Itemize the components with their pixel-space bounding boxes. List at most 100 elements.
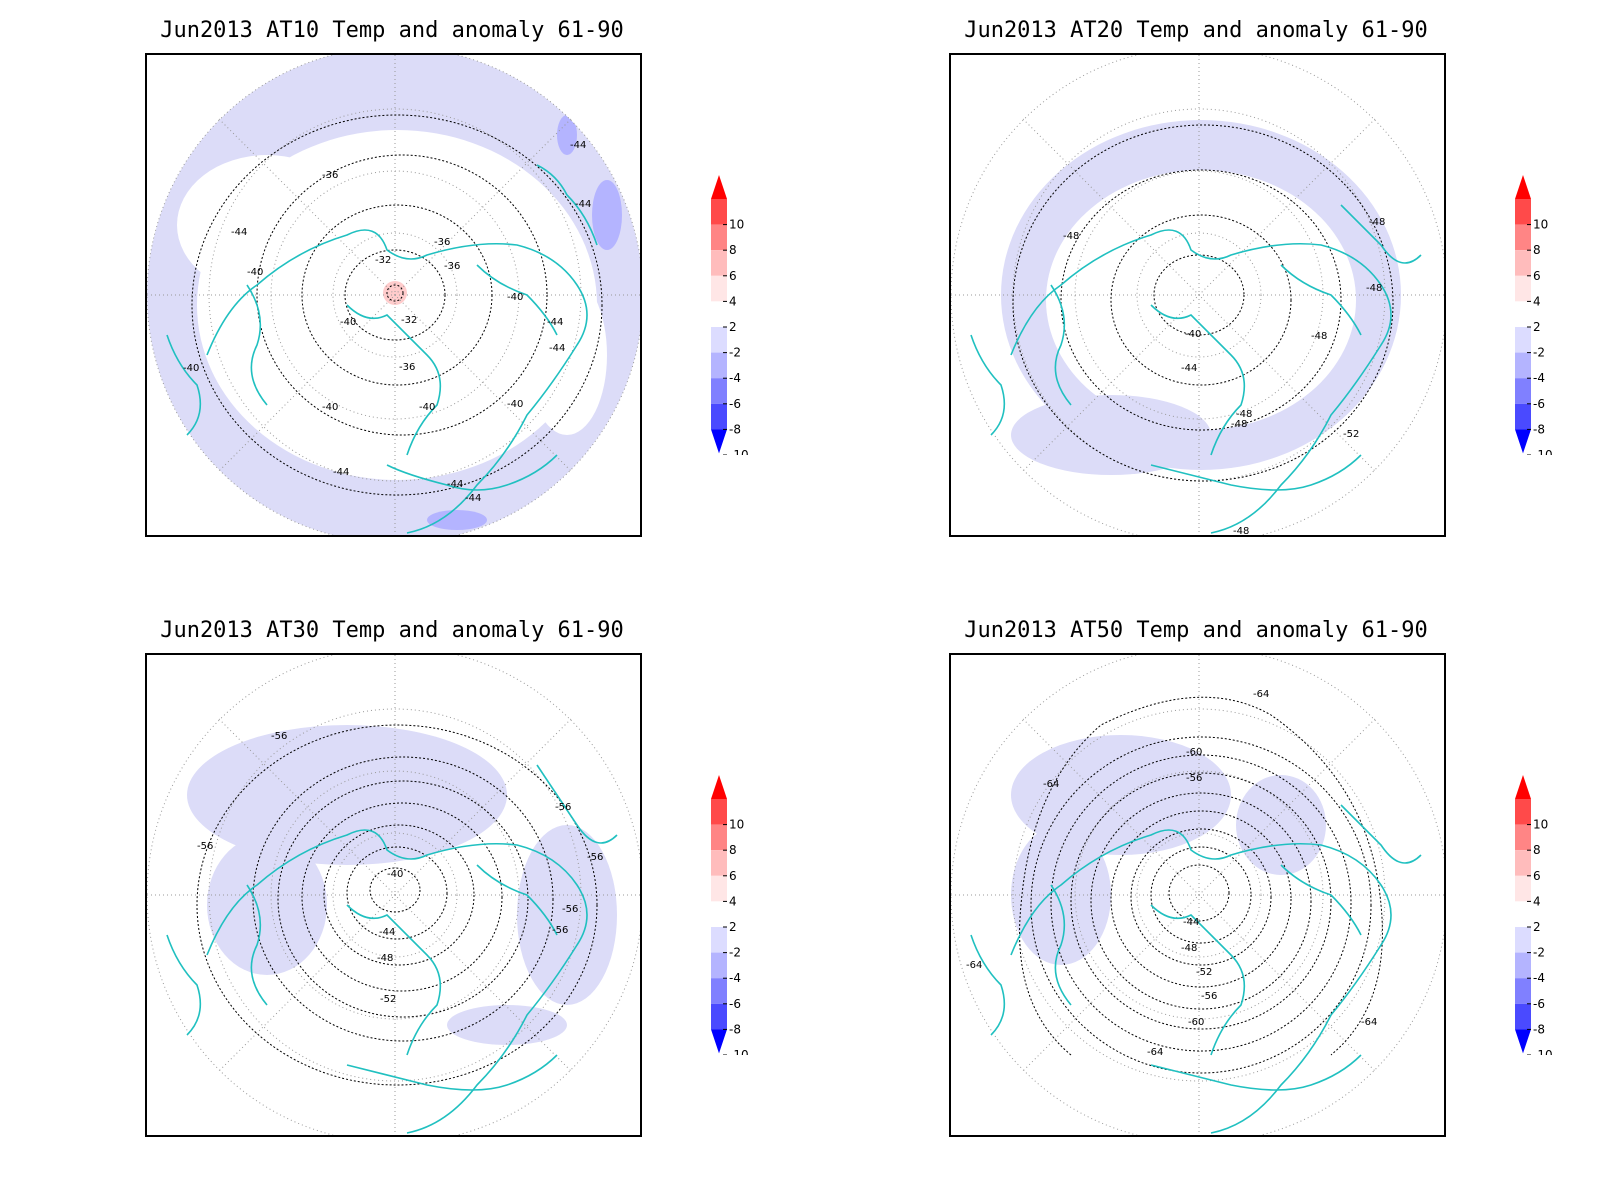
colorbar-label: 6 xyxy=(1533,269,1541,283)
colorbar-label: -10 xyxy=(729,1048,749,1055)
colorbar-label: 2 xyxy=(1533,920,1541,934)
contour-label: -40 xyxy=(340,317,356,328)
colorbar-segment xyxy=(711,199,727,225)
contour-label: -44 xyxy=(231,227,247,238)
anomaly-field xyxy=(207,835,327,975)
colorbar-label: 10 xyxy=(729,818,744,832)
contour-label: -56 xyxy=(197,841,213,852)
contour-label: -40 xyxy=(419,402,435,413)
colorbar-label: -2 xyxy=(1533,946,1545,960)
colorbar-label: -8 xyxy=(1533,1022,1545,1036)
anomaly-zero-area xyxy=(1046,170,1356,430)
colorbar-segment xyxy=(711,378,727,404)
colorbar-label: -2 xyxy=(729,946,741,960)
colorbar-segment xyxy=(711,978,727,1004)
colorbar-segment xyxy=(1515,927,1531,953)
contour-label: -40 xyxy=(1185,329,1201,340)
colorbar-label: -8 xyxy=(1533,422,1545,436)
contour-label: -64 xyxy=(1147,1047,1163,1058)
colorbar-segment xyxy=(1515,224,1531,251)
lat-lon-grid xyxy=(147,55,640,535)
colorbar-label: 4 xyxy=(729,294,737,308)
contour-label: -36 xyxy=(322,170,338,181)
map-svg: -44 -40 -36 -32 -32 -36 -36 -40 -40 -44 … xyxy=(147,55,640,535)
contour-label: -52 xyxy=(1343,429,1359,440)
colorbar-at50: 10 8 6 4 2 -2 -4 -6 -8 -10 xyxy=(1509,775,1569,1062)
contour-label: -48 xyxy=(377,953,393,964)
colorbar-segment xyxy=(711,275,727,302)
contour-label: -36 xyxy=(444,261,460,272)
colorbar-segment xyxy=(711,1003,727,1030)
temperature-contours xyxy=(1019,696,1383,1074)
contour-label: -52 xyxy=(380,994,396,1005)
anomaly-field xyxy=(1236,775,1326,875)
colorbar-segment xyxy=(711,799,727,825)
contour-label: -44 xyxy=(379,927,395,938)
coastlines xyxy=(166,164,598,534)
contour-label: -48 xyxy=(1181,943,1197,954)
anomaly-strong xyxy=(427,510,487,530)
contour-label: -56 xyxy=(1186,773,1202,784)
colorbar-label: 10 xyxy=(1533,218,1548,232)
colorbar-label: -8 xyxy=(729,1022,741,1036)
colorbar-label: 8 xyxy=(1533,843,1541,857)
coastlines xyxy=(166,764,618,1134)
contour-label: -56 xyxy=(562,904,578,915)
contour-label: -56 xyxy=(1201,991,1217,1002)
anomaly-field xyxy=(517,825,617,1005)
anomaly-field xyxy=(1011,395,1211,475)
colorbar-segment xyxy=(711,352,727,379)
colorbar-arrow-top xyxy=(1515,175,1531,199)
colorbar-segment xyxy=(711,850,727,876)
colorbar-label: -6 xyxy=(729,997,741,1011)
contour-label: -40 xyxy=(507,292,523,303)
contour-label: -56 xyxy=(552,925,568,936)
colorbar-label: -6 xyxy=(729,397,741,411)
colorbar-segment xyxy=(1515,824,1531,851)
colorbar-segment xyxy=(1515,250,1531,276)
colorbar-label: -6 xyxy=(1533,397,1545,411)
contour-label: -44 xyxy=(549,343,565,354)
colorbar-segment xyxy=(711,824,727,851)
contour-label: -48 xyxy=(1231,419,1247,430)
colorbar-label: -2 xyxy=(729,346,741,360)
contour-label: -40 xyxy=(247,267,263,278)
colorbar-segment xyxy=(1515,352,1531,379)
contour-label: -40 xyxy=(322,402,338,413)
colorbar-arrow-bottom xyxy=(1515,429,1531,454)
colorbar-segment xyxy=(711,875,727,902)
colorbar-label: 4 xyxy=(1533,894,1541,908)
colorbar-label: 6 xyxy=(1533,869,1541,883)
colorbar-label: -4 xyxy=(729,371,741,385)
colorbar-segment xyxy=(1515,901,1531,927)
contour-label: -64 xyxy=(1043,779,1059,790)
contour-label: -48 xyxy=(1236,409,1252,420)
colorbar-segment xyxy=(711,327,727,353)
panel-title: Jun2013 AT30 Temp and anomaly 61-90 xyxy=(160,618,624,643)
anomaly-field xyxy=(1011,825,1111,965)
colorbar-label: 6 xyxy=(729,869,737,883)
contour-label-group: -64 -64 -60 -56 -64 -44 -48 -52 -56 -60 … xyxy=(966,689,1377,1058)
contour-label: -36 xyxy=(434,237,450,248)
colorbar-label: -6 xyxy=(1533,997,1545,1011)
contour-label: -40 xyxy=(183,363,199,374)
contour-label: -44 xyxy=(333,467,349,478)
temperature-contours xyxy=(196,724,598,1086)
colorbar-label: -2 xyxy=(1533,346,1545,360)
colorbar-segment xyxy=(1515,403,1531,430)
anomaly-zero-area xyxy=(177,155,357,295)
contour-label: -40 xyxy=(507,399,523,410)
colorbar-at20: 10 8 6 4 2 -2 -4 -6 -8 -10 xyxy=(1509,175,1569,462)
contour-label-group: -48 -48 -48 -40 -44 -48 -48 -52 -48 -48 xyxy=(1063,217,1385,535)
colorbar-svg: 10 8 6 4 2 -2 -4 -6 -8 -10 xyxy=(711,775,749,1062)
contour-label: -32 xyxy=(375,255,391,266)
colorbar-segment xyxy=(711,224,727,251)
map-svg: -64 -64 -60 -56 -64 -44 -48 -52 -56 -60 … xyxy=(951,655,1444,1135)
panel-title: Jun2013 AT20 Temp and anomaly 61-90 xyxy=(964,18,1428,43)
colorbar-label: -8 xyxy=(729,422,741,436)
anomaly-strong xyxy=(592,180,622,250)
anomaly-positive-spot xyxy=(383,281,407,305)
contour-label: -44 xyxy=(1183,917,1199,928)
colorbar-at10: 10 8 6 4 2 -2 -4 -6 -8 -10 xyxy=(705,175,765,462)
colorbar-label: 8 xyxy=(729,243,737,257)
